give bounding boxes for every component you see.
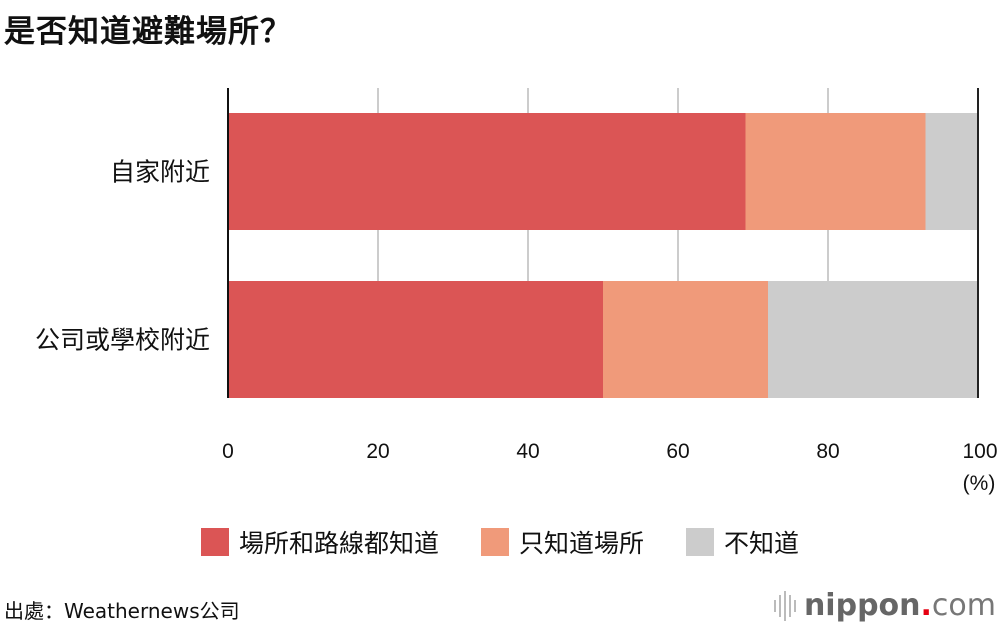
- legend-label: 場所和路線都知道: [238, 529, 439, 558]
- sound-wave-icon: [773, 590, 796, 621]
- source-note: 出處：Weathernews公司: [4, 599, 240, 623]
- category-label: 公司或學校附近: [35, 326, 210, 355]
- x-unit-label: (%): [963, 472, 996, 495]
- legend-swatch: [200, 528, 229, 556]
- x-tick-label: 20: [366, 440, 389, 463]
- category-label: 自家附近: [110, 158, 210, 187]
- x-tick-label: 100: [962, 440, 997, 463]
- legend-item-unknown: 不知道: [686, 524, 799, 560]
- nippon-logo: nippon.com: [773, 588, 996, 623]
- legend-item-both: 場所和路線都知道: [200, 524, 439, 560]
- legend: 場所和路線都知道 只知道場所 不知道: [0, 524, 1000, 560]
- x-tick-label: 0: [222, 440, 234, 463]
- legend-item-place-only: 只知道場所: [480, 524, 644, 560]
- logo-dot: .: [920, 588, 932, 623]
- x-tick-label: 40: [516, 440, 539, 463]
- chart-title: 是否知道避難場所？: [4, 14, 292, 50]
- bar-segment: [745, 113, 926, 230]
- x-tick-label: 60: [666, 440, 689, 463]
- logo-suffix: com: [931, 588, 996, 623]
- bar-segment: [228, 113, 746, 230]
- bar-segment: [925, 113, 978, 230]
- legend-label: 不知道: [724, 529, 800, 558]
- bar-segment: [603, 281, 768, 398]
- legend-swatch: [480, 528, 509, 556]
- x-tick-label: 80: [816, 440, 839, 463]
- bar-segment: [768, 281, 978, 398]
- legend-swatch: [686, 528, 714, 556]
- legend-label: 只知道場所: [518, 529, 644, 558]
- logo-text: nippon: [803, 588, 921, 623]
- bar-segment: [228, 281, 603, 398]
